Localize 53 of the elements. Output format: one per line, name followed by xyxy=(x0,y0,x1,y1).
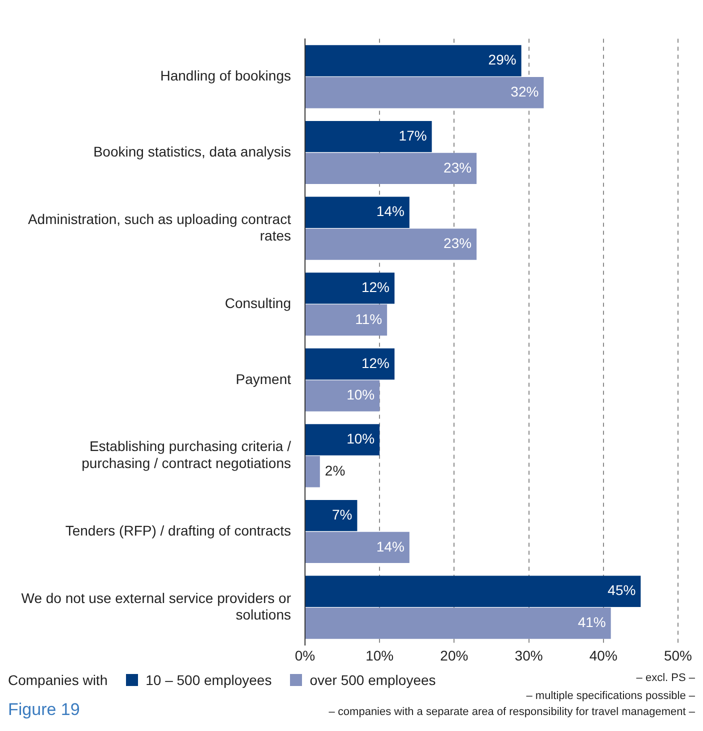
x-tick-label: 40% xyxy=(589,647,618,664)
data-label: 23% xyxy=(444,159,472,176)
x-tick-label: 20% xyxy=(440,647,468,664)
data-label: 14% xyxy=(376,203,404,220)
y-tick-label: Administration, such as uploading contract rates xyxy=(28,210,292,244)
y-tick-label: Tenders (RFP) / drafting of contracts xyxy=(65,522,291,538)
text: – multiple specifications possible – xyxy=(525,689,695,704)
x-tick-label: 30% xyxy=(514,647,543,664)
y-tick-label: Consulting xyxy=(224,294,291,311)
data-label: 7% xyxy=(332,506,352,522)
x-tick-label: 0% xyxy=(294,647,316,664)
data-label: 10% xyxy=(346,386,375,403)
bar xyxy=(306,45,522,76)
bar xyxy=(306,272,395,304)
data-label: 32% xyxy=(510,83,539,100)
data-label: 45% xyxy=(608,582,636,598)
data-label: 29% xyxy=(488,52,516,68)
bar xyxy=(306,228,477,260)
data-label: 14% xyxy=(376,538,404,554)
bar xyxy=(306,500,358,532)
y-tick-label: Payment xyxy=(236,370,292,387)
caption: Figure 19 xyxy=(8,700,80,720)
legend-title: Companies with xyxy=(8,672,108,688)
data-label: 11% xyxy=(355,310,382,327)
text: – companies with a separate area of responsibility for travel management – xyxy=(328,705,695,720)
bar xyxy=(306,304,388,336)
legend-label: 10 – 500 employees xyxy=(146,672,272,688)
data-label: 17% xyxy=(398,127,427,144)
bar xyxy=(306,456,320,488)
legend-label: over 500 employees xyxy=(310,672,436,688)
bar xyxy=(306,424,380,456)
y-tick-label: Establishing purchasing criteria / purchasing / contract negotiations xyxy=(82,438,292,471)
bar xyxy=(306,120,432,152)
x-tick-label: 10% xyxy=(366,647,394,664)
bar xyxy=(306,608,611,639)
y-tick-label: We do not use external service providers or solutions xyxy=(21,590,292,623)
y-tick-label: Handling of bookings xyxy=(160,68,291,84)
data-label: 12% xyxy=(361,354,390,371)
bar xyxy=(306,196,410,228)
y-tick-label: Booking statistics, data analysis xyxy=(93,143,291,160)
bar xyxy=(306,348,395,380)
bar xyxy=(306,77,544,108)
bar xyxy=(306,532,410,564)
text: – excl. PS – xyxy=(636,672,695,686)
data-label: 41% xyxy=(578,614,606,630)
data-label: 2% xyxy=(324,462,346,478)
data-label: 10% xyxy=(346,430,375,447)
bar xyxy=(306,576,641,607)
x-tick-label: 50% xyxy=(664,647,692,664)
data-label: 12% xyxy=(361,279,390,296)
bar xyxy=(306,152,477,184)
data-label: 23% xyxy=(444,235,472,252)
bar xyxy=(306,380,380,412)
